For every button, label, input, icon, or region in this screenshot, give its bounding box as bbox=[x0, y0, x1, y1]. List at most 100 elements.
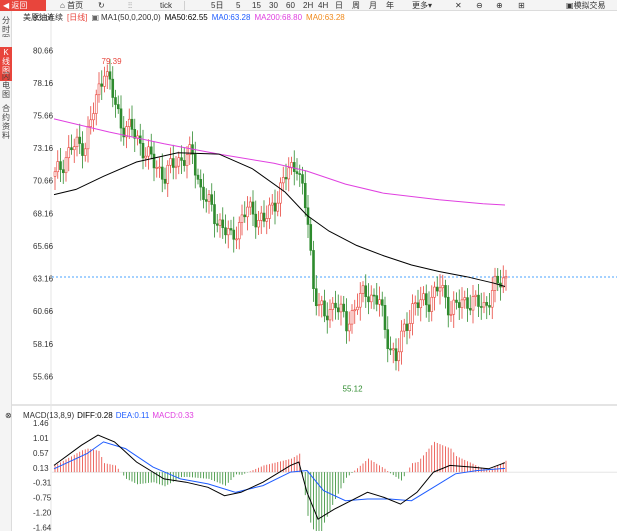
sim-trade-button[interactable]: ▣模拟交易 bbox=[566, 0, 606, 11]
period-30min[interactable]: 30 bbox=[269, 1, 278, 10]
macd-tick-label: -1.20 bbox=[33, 509, 52, 518]
candle-body bbox=[199, 179, 203, 188]
refresh-icon[interactable]: ↻ bbox=[98, 1, 105, 10]
candle-body bbox=[402, 323, 406, 332]
candle-body bbox=[207, 194, 211, 202]
macd-tick-label: -0.75 bbox=[33, 493, 52, 502]
candle-body bbox=[224, 227, 227, 236]
candle-body bbox=[394, 348, 398, 362]
candle-body bbox=[372, 294, 376, 297]
ma200-line bbox=[53, 118, 506, 206]
candle-body bbox=[259, 212, 263, 221]
candle-body bbox=[336, 307, 340, 313]
candle-body bbox=[413, 302, 417, 305]
ma0b-value: MA0:63.28 bbox=[306, 13, 345, 22]
candle-body bbox=[254, 213, 258, 228]
ma50-value: MA50:62.55 bbox=[164, 13, 208, 22]
back-button[interactable]: ◀ 返回 bbox=[0, 0, 46, 11]
candle-body bbox=[391, 348, 395, 351]
tab-kline[interactable]: K线图 bbox=[0, 47, 12, 81]
home-button[interactable]: ⌂ 首页 bbox=[60, 0, 83, 11]
candle-body bbox=[358, 293, 362, 308]
candle-body bbox=[446, 296, 450, 316]
candle-body bbox=[361, 285, 365, 294]
candle-body bbox=[127, 118, 131, 127]
candle-body bbox=[114, 97, 117, 105]
candle-body bbox=[270, 202, 274, 206]
macd-diff-line bbox=[53, 434, 506, 520]
period-60min[interactable]: 60 bbox=[286, 1, 295, 10]
candle-body bbox=[119, 108, 123, 129]
price-tick-label: 75.66 bbox=[33, 112, 54, 121]
candle-body bbox=[221, 219, 225, 229]
macd-tick-label: 0.13 bbox=[33, 464, 49, 473]
candle-body bbox=[262, 212, 266, 222]
tab-timeshare[interactable]: 分时图 bbox=[2, 16, 10, 37]
candle-body bbox=[422, 293, 425, 301]
period-15min[interactable]: 15 bbox=[252, 1, 261, 10]
ma50-line bbox=[53, 152, 506, 287]
candle-body bbox=[369, 294, 373, 303]
candle-body bbox=[229, 228, 233, 231]
candle-body bbox=[419, 299, 423, 309]
candle-body bbox=[281, 177, 285, 184]
candle-body bbox=[86, 126, 90, 150]
crosshair-icon[interactable]: ✕ bbox=[455, 1, 462, 10]
period-week[interactable]: 周 bbox=[352, 1, 360, 10]
settings-icon[interactable]: ▣ bbox=[91, 13, 100, 22]
candle-body bbox=[160, 166, 164, 180]
candle-body bbox=[397, 351, 401, 362]
period-5day[interactable]: 5日 bbox=[211, 1, 224, 10]
candle-body bbox=[449, 313, 453, 316]
candle-body bbox=[94, 94, 98, 114]
candle-body bbox=[97, 83, 101, 96]
ma0-value: MA0:63.28 bbox=[211, 13, 251, 22]
candle-body bbox=[213, 204, 216, 225]
candle-body bbox=[81, 143, 84, 156]
candle-body bbox=[158, 166, 161, 169]
period-5min[interactable]: 5 bbox=[236, 1, 241, 10]
candle-body bbox=[501, 277, 505, 288]
candle-body bbox=[468, 308, 472, 311]
candle-body bbox=[490, 290, 494, 308]
candle-body bbox=[92, 113, 95, 121]
candle-body bbox=[312, 250, 315, 289]
candle-body bbox=[438, 287, 442, 292]
macd-tick-label: 0.57 bbox=[33, 449, 49, 458]
split-icon[interactable]: ⊞ bbox=[518, 1, 525, 10]
tab-flash[interactable]: 闪电图 bbox=[2, 72, 10, 99]
ma200-value: MA200:68.80 bbox=[254, 13, 303, 22]
more-button[interactable]: 更多▾ bbox=[412, 1, 433, 10]
candle-body bbox=[416, 302, 420, 309]
period-2h[interactable]: 2H bbox=[303, 1, 314, 10]
candle-body bbox=[479, 306, 483, 308]
candle-body bbox=[504, 276, 508, 279]
candle-body bbox=[460, 299, 464, 308]
candle-body bbox=[188, 144, 192, 155]
candle-body bbox=[441, 285, 445, 289]
price-tick-label: 68.16 bbox=[33, 209, 54, 218]
period-year[interactable]: 年 bbox=[386, 1, 394, 10]
candle-body bbox=[202, 186, 205, 200]
price-tick-label: 55.66 bbox=[33, 372, 54, 381]
zoom-out-icon[interactable]: ⊖ bbox=[476, 1, 483, 10]
candle-mode-icon[interactable]: ⫶⫶ bbox=[128, 1, 132, 10]
candle-body bbox=[488, 305, 491, 308]
candle-body bbox=[405, 323, 409, 331]
period-4h[interactable]: 4H bbox=[318, 1, 329, 10]
candle-body bbox=[268, 204, 271, 219]
period-month[interactable]: 月 bbox=[369, 1, 377, 10]
candle-body bbox=[204, 199, 208, 202]
candle-body bbox=[210, 194, 214, 205]
price-tick-label: 63.16 bbox=[33, 275, 54, 284]
zoom-in-icon[interactable]: ⊕ bbox=[496, 1, 503, 10]
candle-body bbox=[345, 311, 348, 332]
price-tick-label: 70.66 bbox=[33, 177, 54, 186]
period-day[interactable]: 日 bbox=[335, 1, 343, 10]
high-price-label: 79.39 bbox=[102, 57, 123, 66]
candle-body bbox=[485, 302, 489, 306]
tick-button[interactable]: tick bbox=[160, 1, 172, 10]
candle-body bbox=[334, 302, 337, 309]
tab-contract-info[interactable]: 合约资料 bbox=[2, 104, 10, 139]
